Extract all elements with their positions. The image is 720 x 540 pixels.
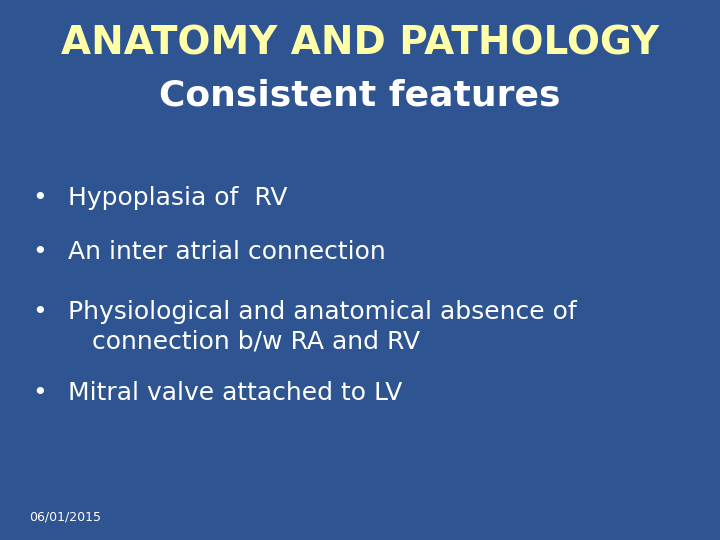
Text: •: • (32, 300, 47, 323)
Text: Physiological and anatomical absence of
   connection b/w RA and RV: Physiological and anatomical absence of … (68, 300, 577, 353)
Text: An inter atrial connection: An inter atrial connection (68, 240, 386, 264)
Text: •: • (32, 186, 47, 210)
Text: Hypoplasia of  RV: Hypoplasia of RV (68, 186, 288, 210)
Text: Mitral valve attached to LV: Mitral valve attached to LV (68, 381, 402, 404)
Text: •: • (32, 240, 47, 264)
Text: 06/01/2015: 06/01/2015 (29, 511, 101, 524)
Text: Consistent features: Consistent features (159, 78, 561, 112)
Text: •: • (32, 381, 47, 404)
Text: ANATOMY AND PATHOLOGY: ANATOMY AND PATHOLOGY (61, 24, 659, 62)
